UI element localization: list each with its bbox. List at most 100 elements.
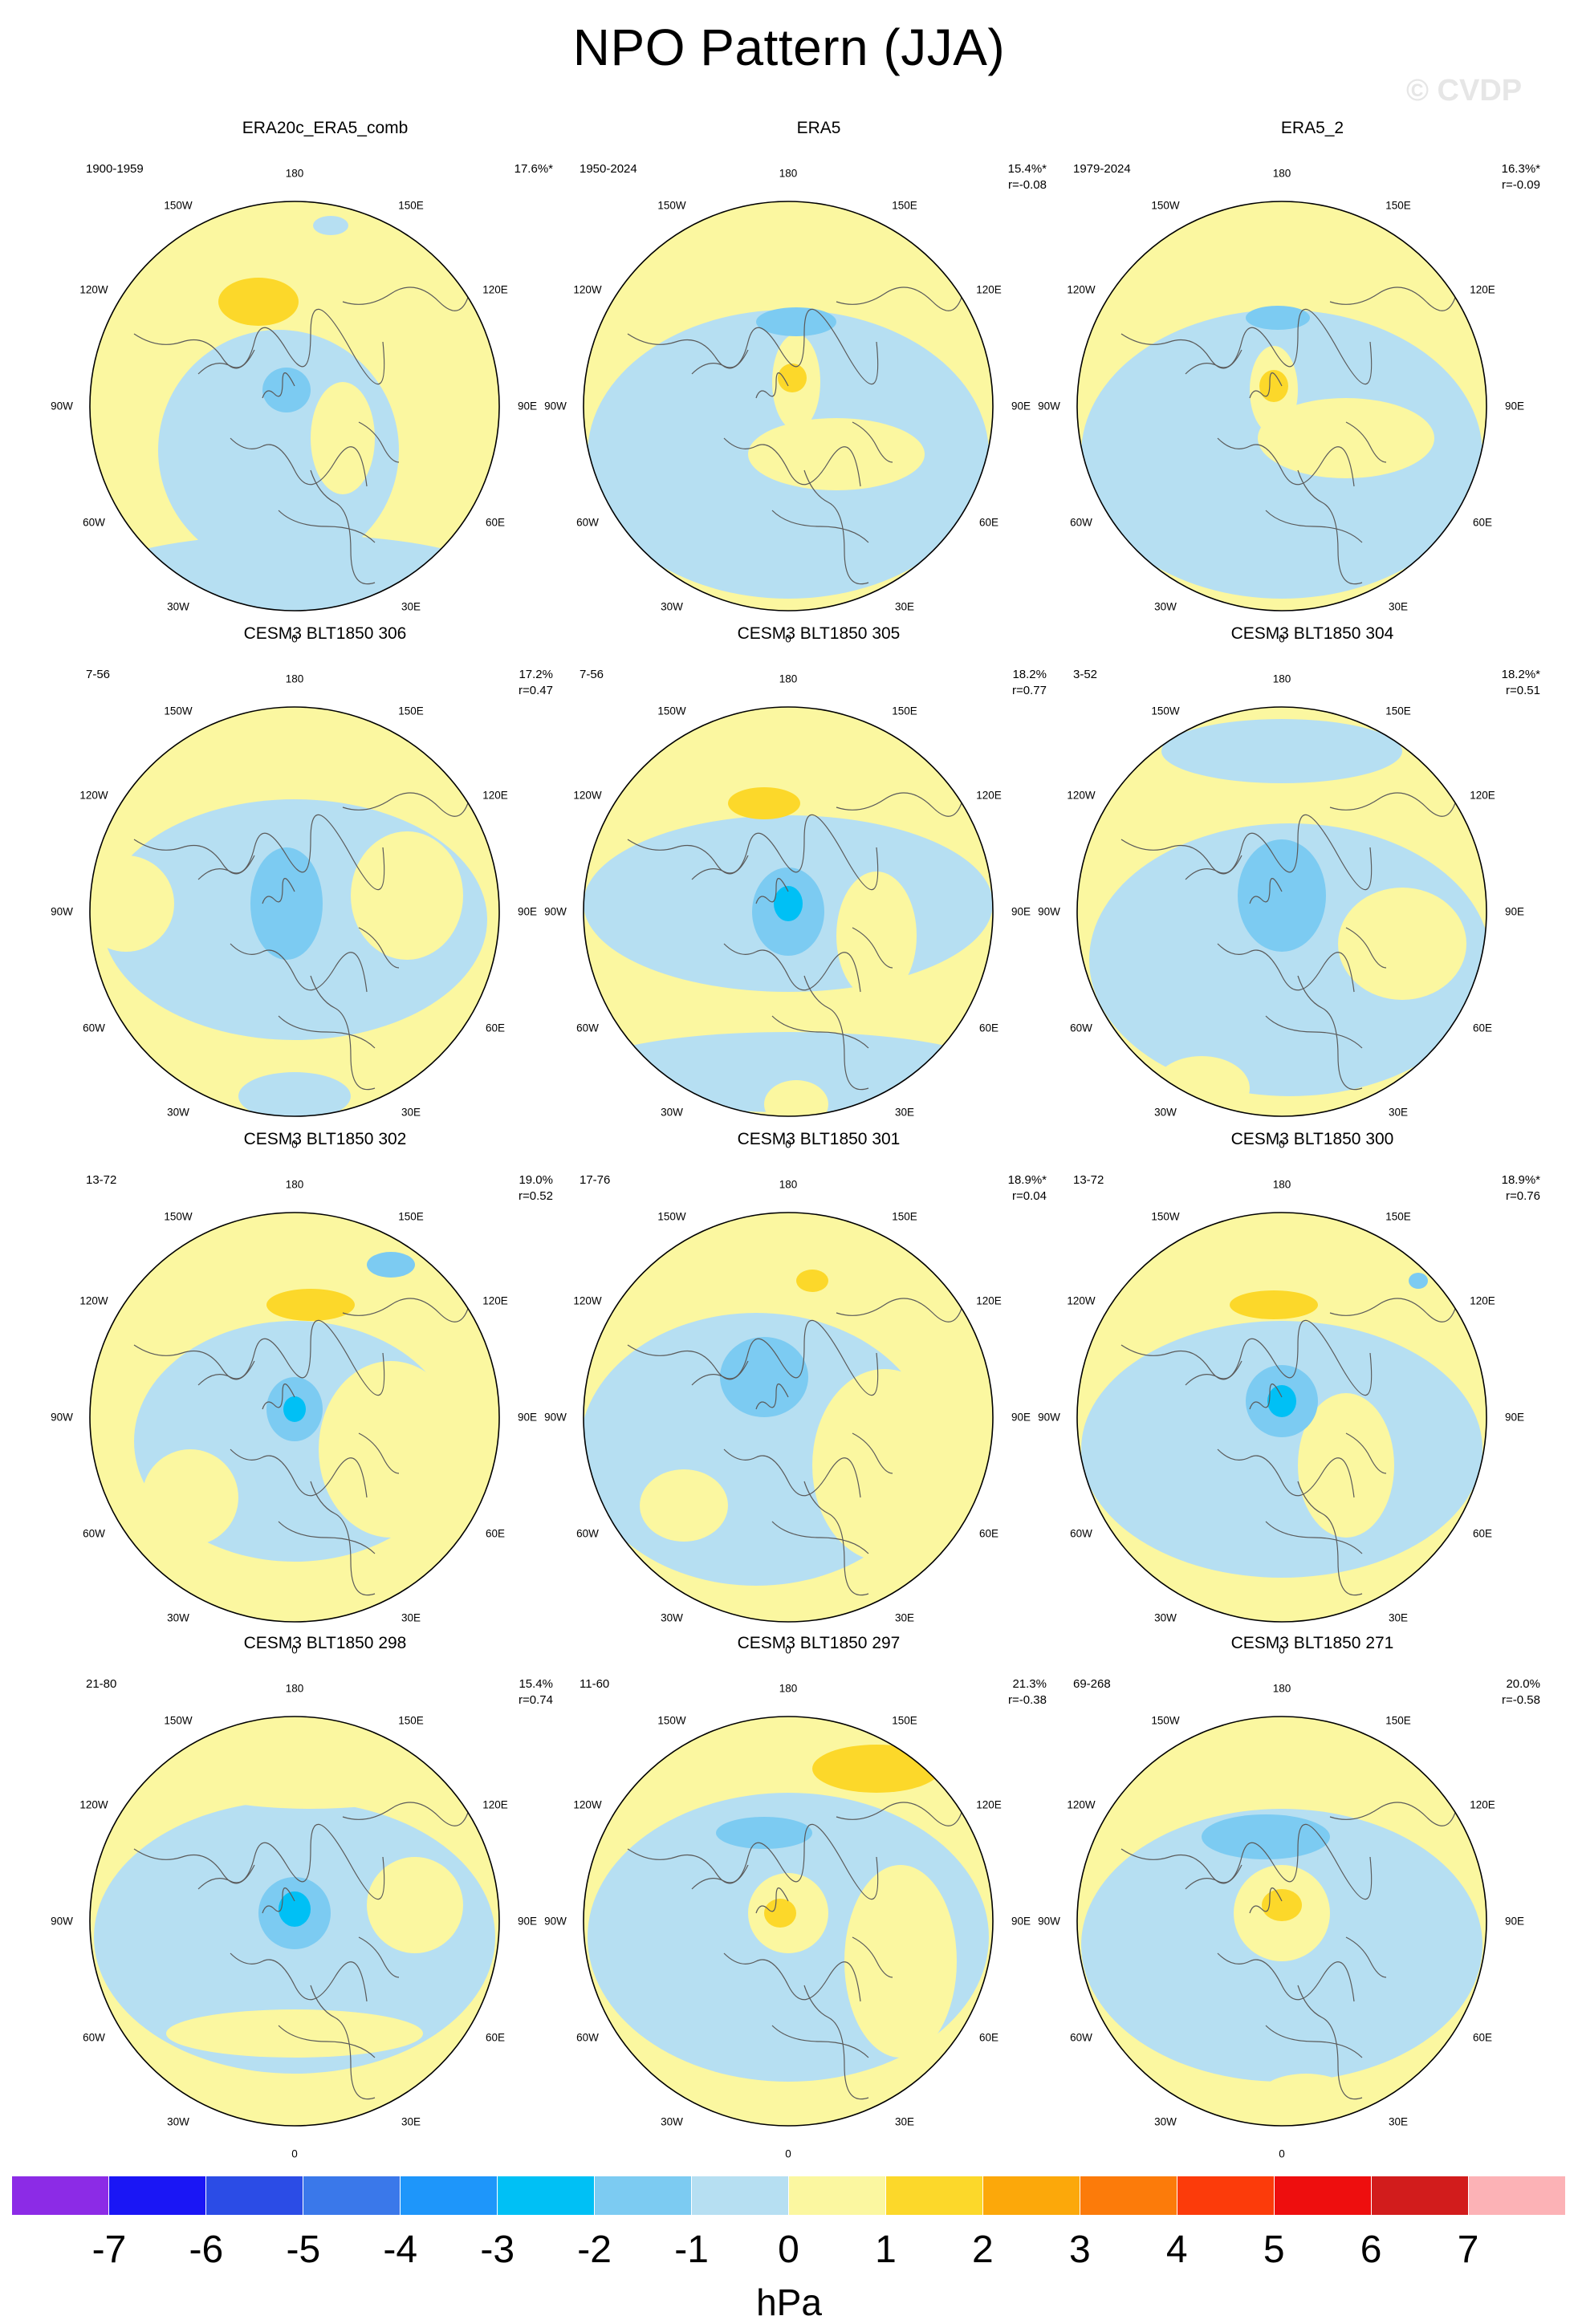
coastline	[1120, 1848, 1242, 1884]
coastline	[1265, 2025, 1363, 2058]
longitude-label: 120W	[573, 1798, 602, 1811]
coastline	[1217, 943, 1355, 993]
coastline	[691, 814, 879, 891]
colorbar-swatch	[1274, 2176, 1371, 2215]
panel-pct-variance: 15.4%	[519, 1677, 553, 1691]
longitude-label: 60W	[1070, 516, 1092, 529]
longitude-label: 90W	[544, 400, 567, 412]
longitude-label: 60W	[576, 1022, 599, 1034]
coastline	[1345, 927, 1387, 969]
longitude-label: 60W	[576, 516, 599, 529]
map-border	[583, 1716, 994, 2127]
panel-title: ERA5	[796, 119, 841, 137]
longitude-label: 30E	[894, 600, 915, 613]
coastline	[803, 1985, 869, 2100]
longitude-label: 180	[285, 672, 304, 685]
map-panel: CESM3 BLT1850 304 3-52 18.2%* r=0.51 180 150E…	[1038, 624, 1553, 1151]
coastline	[358, 421, 400, 463]
longitude-label: 120W	[79, 789, 108, 802]
map-panel: CESM3 BLT1850 300 13-72 18.9%* r=0.76 180 150…	[1038, 1130, 1553, 1656]
coastline	[723, 1952, 861, 2002]
coastline	[310, 1985, 376, 2100]
panel-period: 7-56	[86, 668, 111, 681]
coastline	[197, 1823, 385, 1900]
coastline	[755, 878, 789, 904]
map-panel: ERA5_2 1979-2024 16.3%* r=-0.09 180 150E 120E 9…	[1038, 119, 1553, 645]
colorbar-swatch	[691, 2176, 788, 2215]
coastline	[803, 975, 869, 1091]
polar-map	[89, 201, 500, 611]
coastline	[755, 1383, 789, 1410]
longitude-label: 90W	[544, 1411, 567, 1424]
longitude-label: 150W	[1151, 1210, 1180, 1223]
longitude-label: 90E	[517, 1915, 538, 1928]
map-panel: ERA5 1950-2024 15.4%* r=-0.08 180 150E 120E 90E…	[544, 119, 1059, 645]
anomaly-contour-mid-blue	[756, 307, 836, 336]
map-border	[583, 1212, 994, 1623]
anomaly-contour-light-blue	[1081, 1321, 1482, 1578]
coastline	[262, 1887, 295, 1914]
colorbar-swatch	[12, 2176, 108, 2215]
longitude-label: 60E	[485, 2031, 506, 2044]
longitude-label: 120E	[976, 789, 1002, 802]
coastline	[342, 790, 472, 817]
anomaly-contour-light-yellow	[311, 382, 375, 494]
longitude-label: 120W	[1067, 283, 1096, 296]
longitude-label: 120E	[482, 1798, 508, 1811]
coastline	[1185, 1319, 1373, 1396]
coastline	[133, 839, 255, 875]
longitude-label: 0	[785, 1138, 791, 1151]
longitude-label: 120W	[573, 283, 602, 296]
longitude-label: 60W	[1070, 1527, 1092, 1540]
longitude-label: 120W	[1067, 1798, 1096, 1811]
longitude-label: 150E	[398, 1210, 424, 1223]
longitude-label: 0	[1279, 632, 1285, 645]
anomaly-contour-gold	[764, 1899, 796, 1928]
coastline	[197, 308, 385, 385]
longitude-label: 180	[285, 167, 304, 180]
longitude-label: 90W	[1038, 1915, 1060, 1928]
longitude-label: 120W	[1067, 1294, 1096, 1307]
coastline	[1249, 1887, 1283, 1914]
panel-pct-variance: 15.4%*	[1007, 162, 1047, 176]
polar-map	[583, 201, 994, 611]
panel-pct-variance: 16.3%*	[1501, 162, 1540, 176]
longitude-label: 90E	[517, 1411, 538, 1424]
colorbar-tick: -6	[189, 2229, 224, 2271]
coastline	[723, 943, 861, 993]
anomaly-contour-light-yellow	[351, 831, 463, 960]
coastline	[836, 790, 966, 817]
panel-period: 1950-2024	[580, 162, 637, 176]
map-panel: CESM3 BLT1850 301 17-76 18.9%* r=0.04 180 150…	[544, 1130, 1059, 1656]
longitude-label: 60E	[485, 1527, 506, 1540]
map-border	[1076, 1212, 1487, 1623]
anomaly-contour-light-yellow	[844, 1865, 957, 2058]
longitude-label: 30W	[167, 600, 189, 613]
colorbar-tick: 6	[1360, 2229, 1382, 2271]
longitude-label: 0	[291, 1138, 298, 1151]
page-title: NPO Pattern (JJA)	[572, 18, 1006, 76]
longitude-label: 150E	[892, 1714, 917, 1727]
watermark: © CVDP	[1406, 74, 1523, 108]
longitude-label: 90E	[1011, 400, 1031, 412]
anomaly-contour-mid-blue	[1246, 306, 1310, 330]
coastline	[133, 333, 255, 369]
longitude-label: 30E	[894, 1611, 915, 1624]
longitude-label: 60W	[576, 1527, 599, 1540]
longitude-label: 150E	[892, 199, 917, 212]
coastline	[1185, 1823, 1373, 1900]
coastline	[803, 1481, 869, 1596]
longitude-label: 30W	[167, 1106, 189, 1119]
longitude-label: 90E	[517, 905, 538, 918]
longitude-label: 0	[785, 2147, 791, 2160]
coastline	[310, 469, 376, 585]
longitude-label: 180	[285, 1682, 304, 1695]
panel-pct-variance: 19.0%	[519, 1173, 553, 1187]
anomaly-contour-light-yellow	[764, 1080, 828, 1116]
colorbar-swatch	[788, 2176, 885, 2215]
map-border	[583, 201, 994, 611]
panel-title: CESM3 BLT1850 305	[737, 624, 901, 643]
longitude-label: 60E	[485, 1022, 506, 1034]
longitude-label: 150W	[657, 199, 686, 212]
longitude-label: 30E	[894, 2115, 915, 2128]
